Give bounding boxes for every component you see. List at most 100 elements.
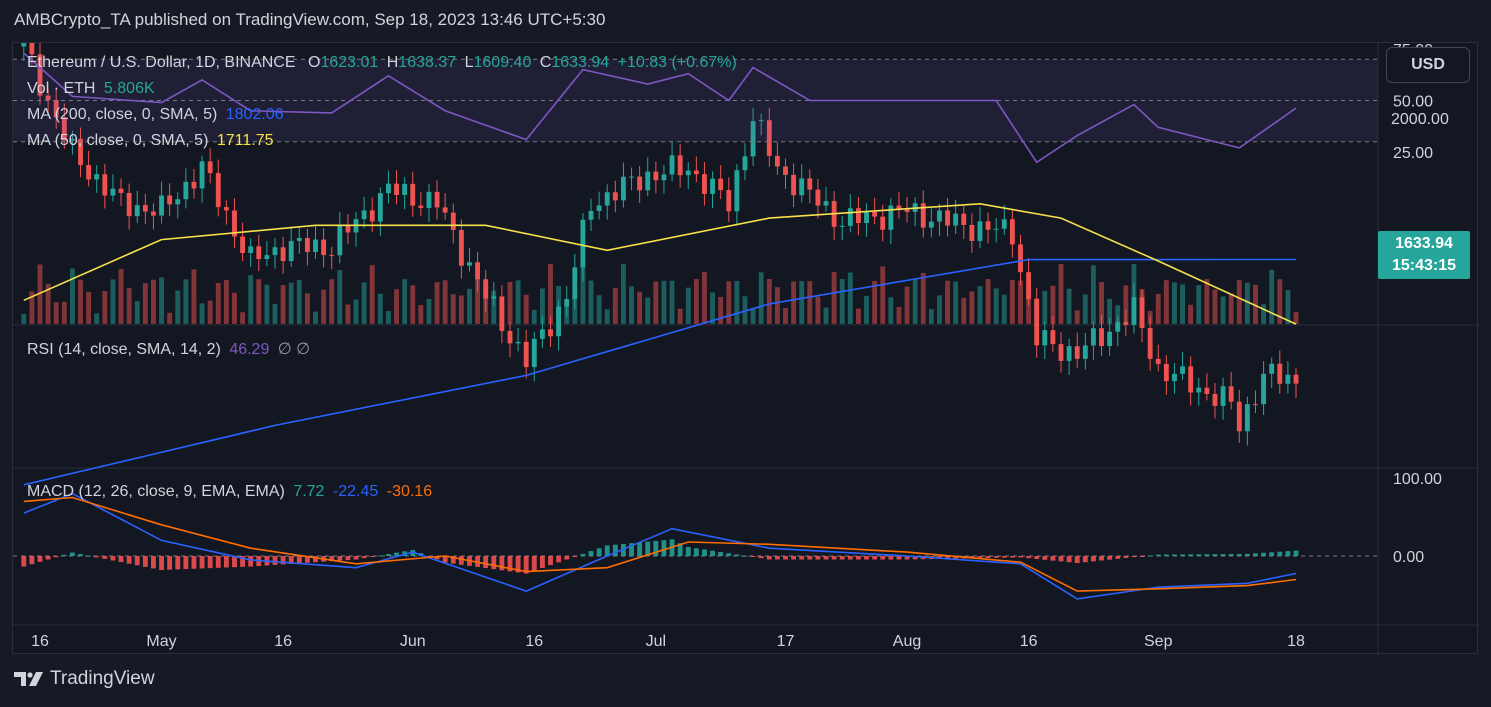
macd-histogram-bar — [823, 556, 829, 560]
price-candle — [548, 329, 553, 337]
chart-frame[interactable]: 2000.001800.0075.0050.0025.00100.000.001… — [12, 42, 1479, 655]
ma200-legend[interactable]: MA (200, close, 0, SMA, 5) 1802.06 — [27, 106, 288, 124]
macd-histogram-bar — [855, 556, 861, 560]
macd-histogram-bar — [248, 556, 254, 567]
volume-bar — [1115, 305, 1121, 324]
price-candle — [61, 117, 67, 141]
volume-bar — [1180, 284, 1185, 324]
price-candle — [361, 210, 367, 220]
price-candle — [402, 183, 408, 195]
price-candle — [937, 210, 942, 222]
symbol-title[interactable]: Ethereum / U.S. Dollar, 1D, BINANCE — [27, 54, 296, 71]
price-candle — [531, 338, 537, 368]
chart-canvas[interactable]: 2000.001800.0075.0050.0025.00100.000.001… — [13, 43, 1479, 655]
macd-histogram-bar — [1228, 554, 1234, 556]
price-candle — [815, 189, 821, 206]
volume-bar — [896, 306, 902, 324]
volume-bar — [248, 275, 254, 324]
price-candle — [564, 299, 570, 307]
volume-bar — [791, 281, 797, 324]
price-candle — [1074, 346, 1080, 359]
macd-histogram-bar — [1269, 552, 1275, 556]
price-candle — [1058, 344, 1064, 361]
volume-bar — [78, 279, 83, 324]
volume-bar — [961, 297, 967, 324]
macd-histogram-bar — [142, 556, 148, 567]
volume-bar — [726, 281, 732, 324]
volume-bar — [1074, 310, 1080, 324]
macd-histogram-bar — [726, 553, 732, 556]
volume-bar — [394, 289, 399, 324]
price-candle — [45, 95, 51, 100]
macd-histogram-bar — [1180, 554, 1185, 556]
macd-histogram-bar — [507, 556, 513, 572]
macd-histogram-bar — [1196, 554, 1202, 556]
price-candle — [920, 203, 926, 228]
price-candle — [288, 240, 294, 262]
macd-tick-label: 0.00 — [1393, 549, 1424, 566]
rsi-tick-label: 50.00 — [1393, 94, 1433, 111]
volume-bar — [1269, 269, 1275, 324]
macd-histogram-bar — [434, 556, 440, 560]
macd-histogram-bar — [945, 556, 950, 559]
price-candle — [118, 188, 124, 193]
volume-bar — [1204, 279, 1210, 324]
volume-bar — [1277, 279, 1283, 324]
macd-histogram-bar — [888, 556, 894, 560]
volume-bar — [596, 295, 602, 324]
volume-bar — [855, 308, 861, 324]
rsi-legend[interactable]: RSI (14, close, SMA, 14, 2) 46.29 ∅ ∅ — [27, 339, 314, 359]
macd-histogram-bar — [1099, 556, 1104, 561]
price-candle — [1066, 346, 1072, 361]
high-label: H — [386, 54, 399, 71]
volume-bar — [621, 264, 626, 324]
macd-histogram-bar — [223, 556, 229, 568]
volume-bar — [564, 306, 570, 324]
volume-bar — [969, 291, 975, 324]
price-candle — [1180, 366, 1185, 374]
price-candle — [629, 176, 634, 178]
currency-button[interactable]: USD — [1386, 47, 1470, 83]
volume-legend[interactable]: Vol · ETH 5.806K — [27, 80, 159, 98]
price-candle — [766, 120, 772, 156]
macd-histogram-bar — [1123, 556, 1129, 558]
price-candle — [718, 178, 724, 191]
volume-bar — [483, 285, 489, 324]
volume-bar — [386, 311, 391, 324]
volume-bar — [774, 287, 780, 324]
macd-histogram-bar — [847, 556, 853, 560]
volume-bar — [410, 285, 416, 324]
volume-bar — [434, 282, 440, 324]
macd-histogram-bar — [864, 556, 869, 560]
ma50-legend[interactable]: MA (50, close, 0, SMA, 5) 1711.75 — [27, 132, 278, 150]
low-label: L — [464, 54, 474, 71]
macd-histogram-bar — [1212, 554, 1218, 556]
tradingview-logo-icon — [14, 672, 43, 686]
macd-signal-value: -30.16 — [386, 483, 433, 500]
volume-bar — [207, 300, 213, 324]
volume-bar — [1196, 285, 1202, 324]
macd-histogram-bar — [1009, 556, 1015, 558]
price-candle — [734, 170, 740, 212]
price-candle — [1115, 322, 1121, 332]
price-candle — [1082, 345, 1088, 359]
macd-histogram-bar — [386, 554, 391, 556]
volume-bar — [572, 297, 578, 324]
volume-bar — [864, 295, 869, 324]
price-candle — [426, 191, 432, 208]
price-candle — [1277, 363, 1283, 384]
volume-bar — [1009, 279, 1015, 324]
price-candle — [53, 99, 59, 118]
macd-histogram-bar — [742, 555, 748, 557]
volume-bar — [345, 304, 351, 324]
price-candle — [1261, 373, 1267, 405]
macd-histogram-bar — [556, 556, 562, 563]
volume-bar — [142, 283, 148, 324]
macd-histogram-bar — [45, 556, 51, 560]
price-candle — [458, 229, 464, 266]
macd-histogram-bar — [702, 549, 707, 556]
price-candle — [175, 199, 181, 205]
macd-histogram-bar — [677, 543, 683, 556]
macd-legend[interactable]: MACD (12, 26, close, 9, EMA, EMA) 7.72 -… — [27, 483, 436, 501]
price-candle — [167, 195, 173, 205]
